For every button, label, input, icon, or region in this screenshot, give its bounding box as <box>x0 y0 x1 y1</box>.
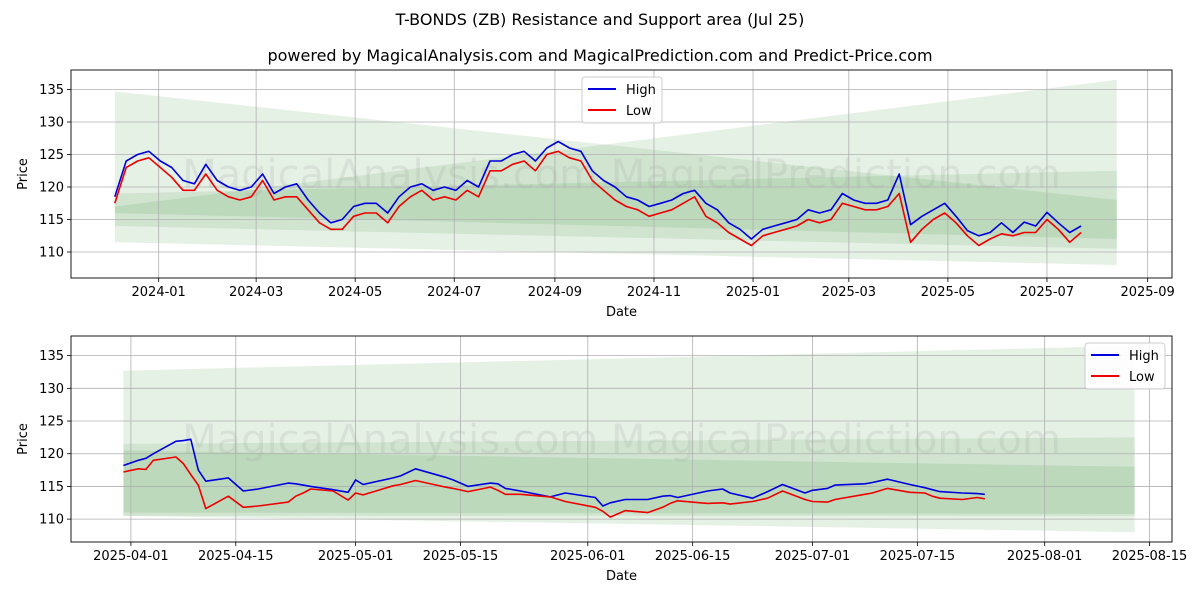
y-tick-label: 110 <box>39 246 64 261</box>
x-tick-label: 2025-07-01 <box>775 549 851 564</box>
x-tick-label: 2025-04-01 <box>93 549 169 564</box>
chart-panel-1: MagicalAnalysis.com MagicalPrediction.co… <box>16 69 1175 320</box>
y-tick-label: 115 <box>39 213 64 228</box>
y-tick-label: 115 <box>39 480 64 495</box>
x-tick-label: 2025-05 <box>921 285 975 300</box>
x-tick-label: 2025-08-01 <box>1007 549 1083 564</box>
chart-subtitle: powered by MagicalAnalysis.com and Magic… <box>267 46 933 65</box>
plot-frame <box>70 69 1173 279</box>
x-tick-label: 2024-01 <box>132 285 186 300</box>
plot-frame <box>70 335 1173 543</box>
legend-label-high: High <box>1129 349 1159 364</box>
legend-label-low: Low <box>626 104 652 119</box>
x-tick-label: 2025-01 <box>726 285 780 300</box>
x-tick-label: 2025-09 <box>1120 285 1174 300</box>
y-axis-label: Price <box>16 423 31 455</box>
watermark: MagicalAnalysis.com MagicalPrediction.co… <box>182 152 1061 198</box>
x-tick-label: 2025-03 <box>822 285 876 300</box>
x-tick-label: 2025-06-15 <box>655 549 731 564</box>
x-axis-label: Date <box>606 305 637 320</box>
x-tick-label: 2025-05-15 <box>423 549 499 564</box>
y-axis-label: Price <box>16 158 31 190</box>
legend-label-high: High <box>626 83 656 98</box>
x-tick-label: 2025-04-15 <box>198 549 274 564</box>
legend-label-low: Low <box>1129 370 1155 385</box>
x-tick-label: 2025-07 <box>1020 285 1074 300</box>
x-tick-label: 2025-07-15 <box>880 549 956 564</box>
y-tick-label: 130 <box>39 116 64 131</box>
chart-panel-2: MagicalAnalysis.com MagicalPrediction.co… <box>16 335 1188 584</box>
band-3 <box>123 450 1135 514</box>
y-tick-label: 135 <box>39 83 64 98</box>
y-tick-label: 135 <box>39 349 64 364</box>
chart-title: T-BONDS (ZB) Resistance and Support area… <box>395 10 805 29</box>
x-tick-label: 2025-06-01 <box>550 549 626 564</box>
series-line-low <box>123 456 985 518</box>
x-tick-label: 2024-03 <box>229 285 283 300</box>
watermark: MagicalAnalysis.com MagicalPrediction.co… <box>182 417 1061 463</box>
x-tick-label: 2024-07 <box>427 285 481 300</box>
series-line-high <box>123 438 985 507</box>
x-tick-label: 2024-11 <box>627 285 681 300</box>
x-tick-label: 2024-09 <box>528 285 582 300</box>
y-tick-label: 130 <box>39 382 64 397</box>
band-1 <box>123 345 1135 533</box>
y-tick-label: 125 <box>39 148 64 163</box>
band-3 <box>114 170 1117 239</box>
series-line-low <box>114 150 1082 247</box>
y-tick-label: 120 <box>39 181 64 196</box>
y-tick-label: 120 <box>39 447 64 462</box>
x-tick-label: 2025-05-01 <box>318 549 394 564</box>
y-tick-label: 110 <box>39 513 64 528</box>
band-2 <box>123 437 1135 516</box>
x-axis-label: Date <box>606 569 637 584</box>
x-tick-label: 2025-08-15 <box>1112 549 1188 564</box>
band-1 <box>114 91 1117 265</box>
x-tick-label: 2024-05 <box>328 285 382 300</box>
series-line-high <box>114 140 1082 240</box>
y-tick-label: 125 <box>39 415 64 430</box>
